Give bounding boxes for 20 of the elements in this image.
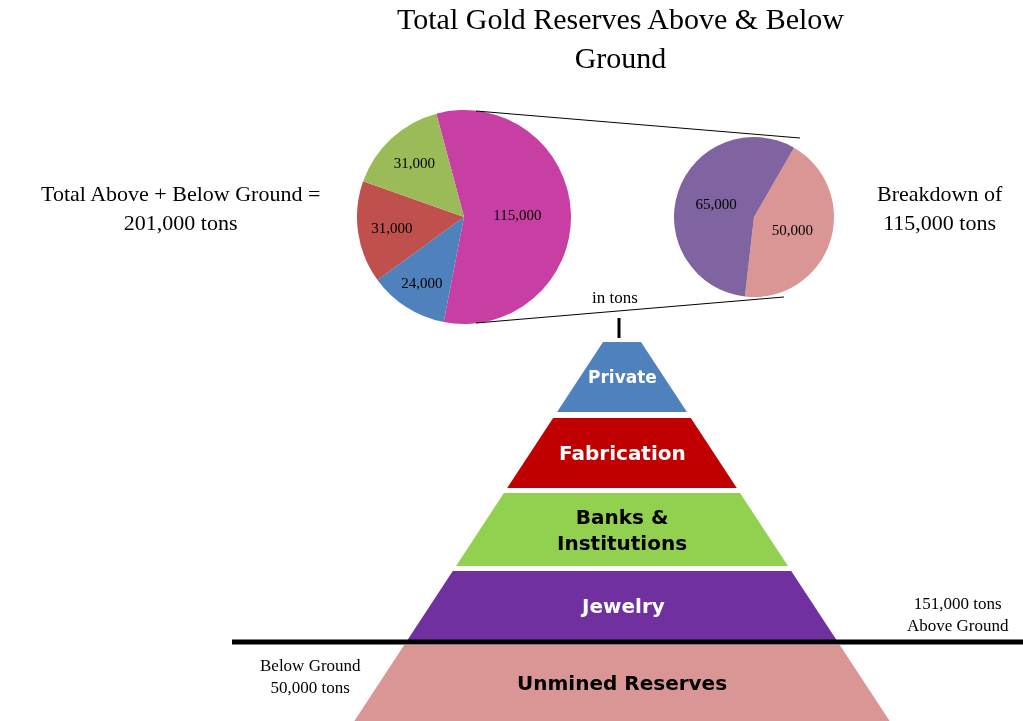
data-label: 24,000 [401,275,443,292]
text: Breakdown of 115,000 tons [877,181,1003,235]
chart-title: Total Gold Reserves Above & Below Ground [397,2,845,74]
data-label: 115,000 [493,207,542,224]
text: Total Above + Below Ground = 201,000 tons [41,181,321,235]
data-label: 65,000 [695,196,737,213]
data-label: 50,000 [771,221,814,238]
text: Below Ground 50,000 tons [260,656,362,698]
data-label: 31,000 [393,155,436,172]
category-label: Jewelry [580,594,665,618]
pie-slice [357,181,464,280]
category-label: Fabrication [559,441,686,465]
category-label: Unmined Reserves [517,671,728,695]
category-label: Banks & Institutions [557,505,688,555]
pie-slice [363,113,464,217]
data-label: 31,000 [371,219,413,236]
category-label: Private [588,367,657,387]
pie-slice [744,147,834,297]
text: 151,000 tons Above Ground [907,594,1010,636]
text: in tons [592,288,638,307]
